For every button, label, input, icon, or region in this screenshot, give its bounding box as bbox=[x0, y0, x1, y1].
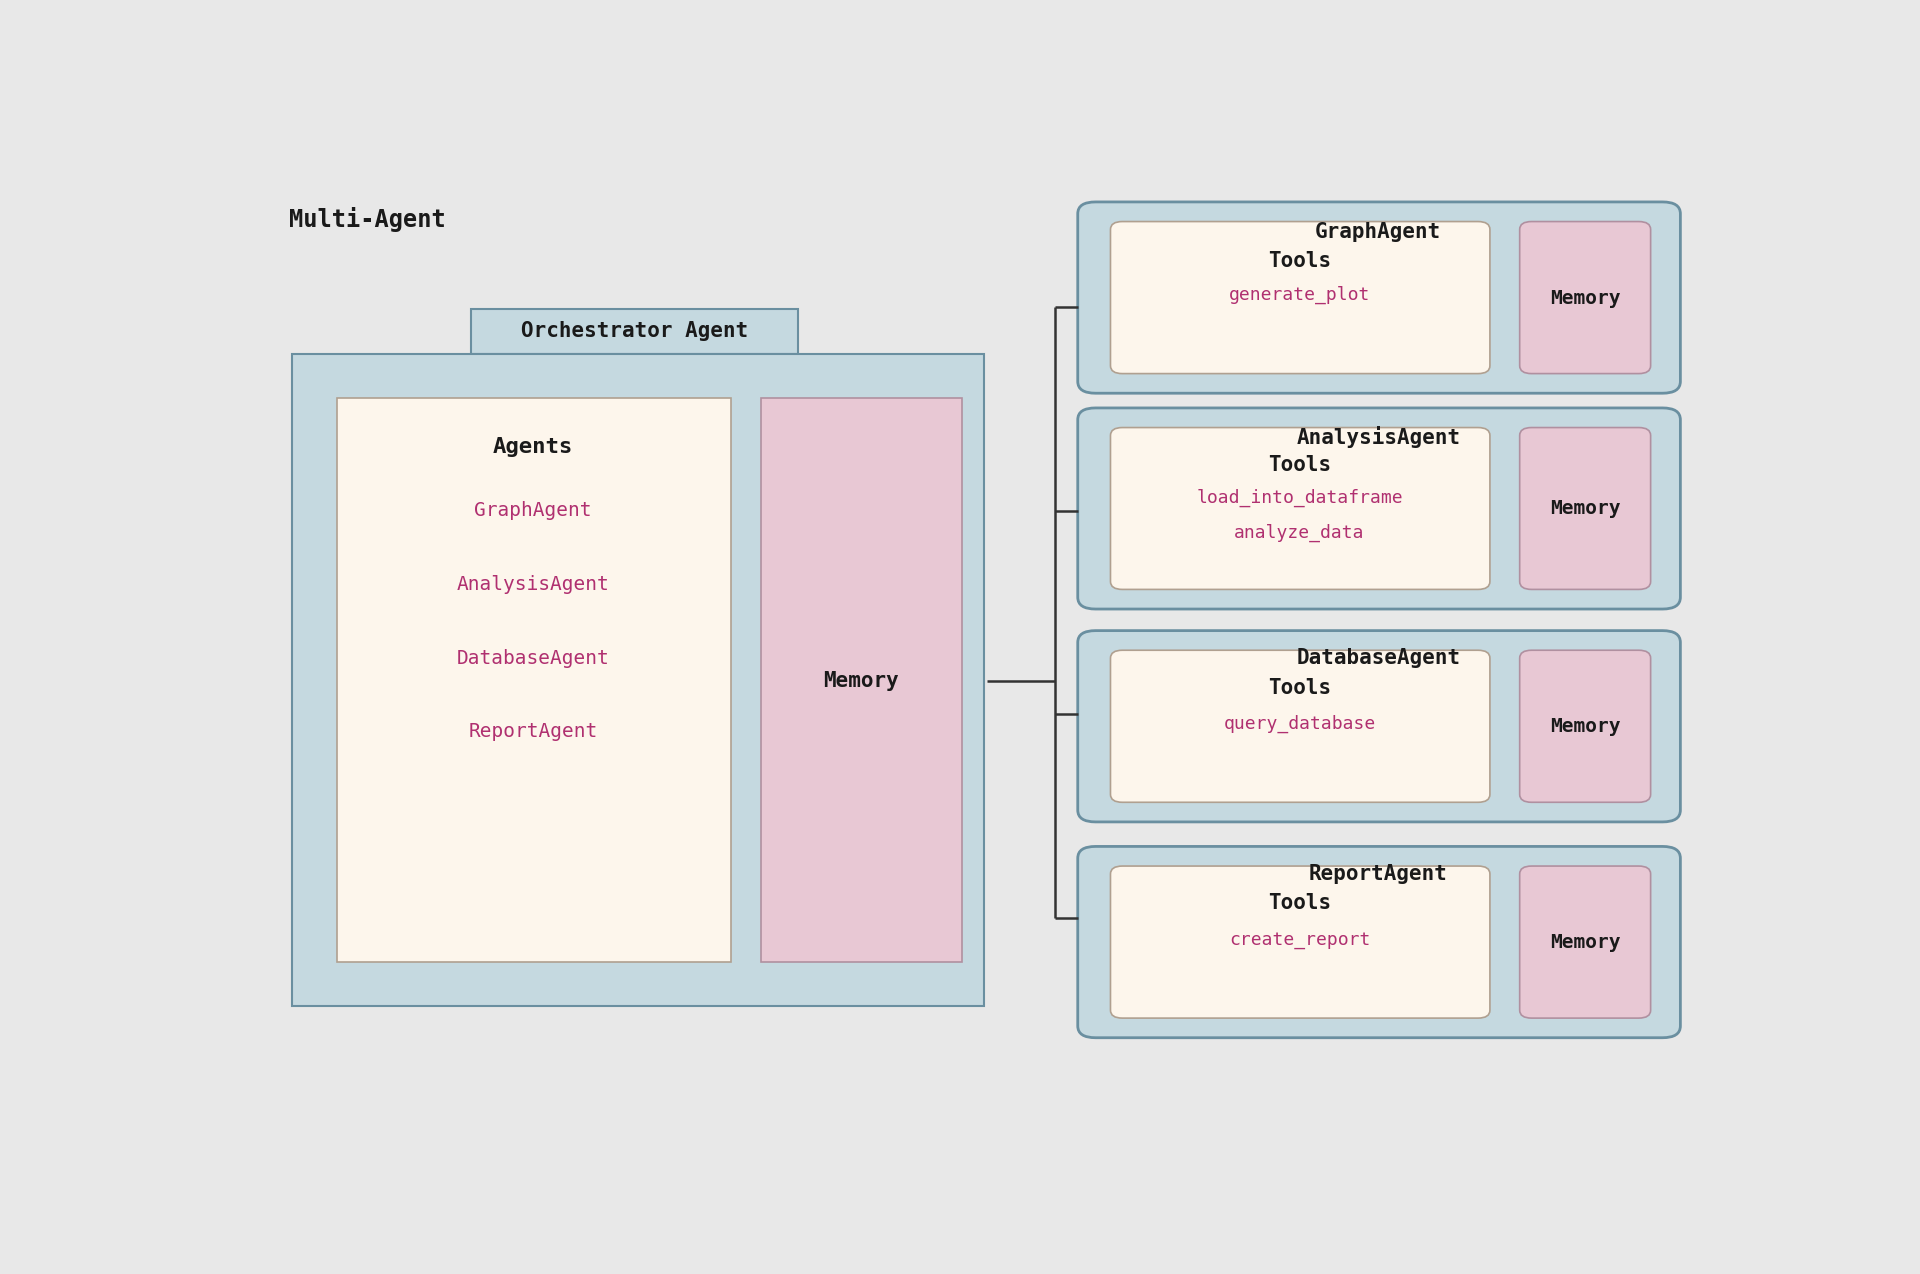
FancyBboxPatch shape bbox=[1521, 650, 1651, 803]
FancyBboxPatch shape bbox=[1521, 428, 1651, 590]
FancyBboxPatch shape bbox=[1110, 866, 1490, 1018]
FancyBboxPatch shape bbox=[1110, 650, 1490, 803]
Text: create_report: create_report bbox=[1229, 930, 1371, 949]
Text: Tools: Tools bbox=[1267, 251, 1331, 271]
Text: analyze_data: analyze_data bbox=[1235, 524, 1365, 541]
FancyBboxPatch shape bbox=[336, 397, 732, 962]
FancyBboxPatch shape bbox=[1521, 222, 1651, 373]
Text: query_database: query_database bbox=[1223, 715, 1375, 733]
FancyBboxPatch shape bbox=[1521, 866, 1651, 1018]
Text: AnalysisAgent: AnalysisAgent bbox=[1296, 426, 1461, 447]
Text: load_into_dataframe: load_into_dataframe bbox=[1196, 489, 1404, 507]
FancyBboxPatch shape bbox=[1110, 222, 1490, 373]
FancyBboxPatch shape bbox=[292, 354, 983, 1006]
Text: ReportAgent: ReportAgent bbox=[468, 722, 597, 741]
Text: generate_plot: generate_plot bbox=[1229, 285, 1371, 304]
Text: Memory: Memory bbox=[824, 670, 899, 691]
FancyBboxPatch shape bbox=[1077, 201, 1680, 394]
FancyBboxPatch shape bbox=[1077, 408, 1680, 609]
Text: ReportAgent: ReportAgent bbox=[1309, 864, 1448, 884]
Text: Multi-Agent: Multi-Agent bbox=[290, 206, 445, 232]
FancyBboxPatch shape bbox=[1077, 631, 1680, 822]
FancyBboxPatch shape bbox=[1110, 428, 1490, 590]
Text: GraphAgent: GraphAgent bbox=[1315, 222, 1442, 242]
Text: Memory: Memory bbox=[1549, 289, 1620, 307]
Text: Memory: Memory bbox=[1549, 499, 1620, 519]
FancyBboxPatch shape bbox=[760, 397, 962, 962]
Text: DatabaseAgent: DatabaseAgent bbox=[1296, 648, 1461, 669]
FancyBboxPatch shape bbox=[470, 308, 799, 354]
FancyBboxPatch shape bbox=[1077, 846, 1680, 1038]
Text: Orchestrator Agent: Orchestrator Agent bbox=[520, 321, 749, 341]
Text: Tools: Tools bbox=[1267, 678, 1331, 697]
Text: Memory: Memory bbox=[1549, 933, 1620, 952]
Text: Tools: Tools bbox=[1267, 455, 1331, 475]
Text: AnalysisAgent: AnalysisAgent bbox=[457, 575, 609, 594]
Text: DatabaseAgent: DatabaseAgent bbox=[457, 648, 609, 668]
Text: Agents: Agents bbox=[493, 437, 574, 457]
Text: Tools: Tools bbox=[1267, 893, 1331, 913]
Text: Memory: Memory bbox=[1549, 717, 1620, 736]
Text: GraphAgent: GraphAgent bbox=[474, 502, 591, 521]
